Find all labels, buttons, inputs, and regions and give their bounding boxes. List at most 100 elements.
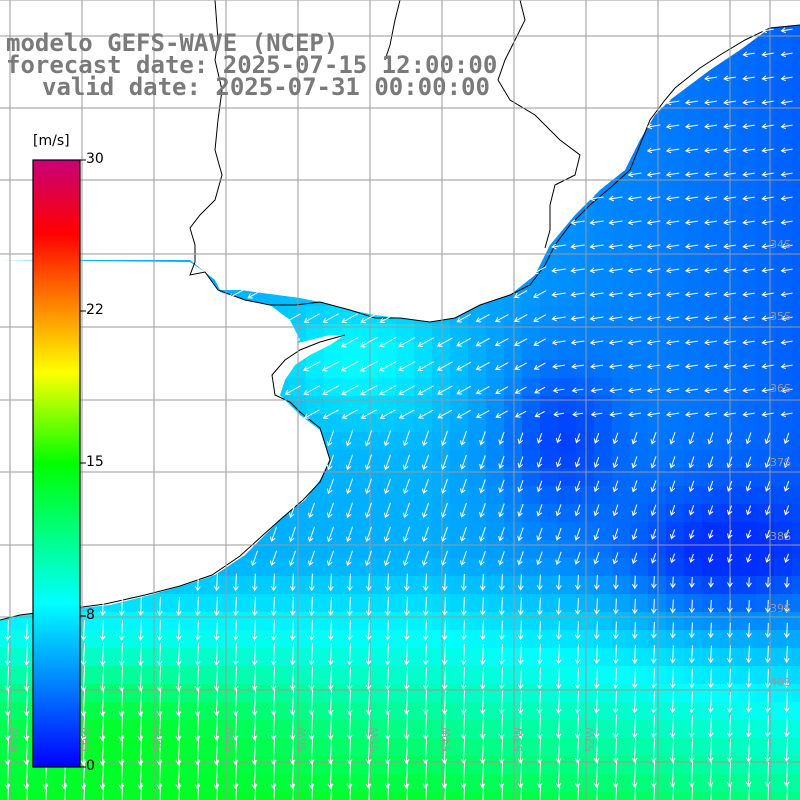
speed-cell bbox=[0, 702, 19, 721]
speed-cell bbox=[468, 378, 487, 397]
speed-cell bbox=[720, 198, 739, 217]
speed-cell bbox=[396, 504, 415, 523]
wind-arrow bbox=[440, 478, 448, 494]
speed-cell bbox=[594, 558, 613, 577]
wind-arrow bbox=[365, 713, 372, 740]
speed-cell bbox=[612, 612, 631, 631]
wind-arrow bbox=[726, 738, 733, 763]
wind-arrow bbox=[688, 645, 695, 664]
wind-arrow bbox=[665, 123, 680, 130]
wind-arrow bbox=[726, 480, 733, 492]
speed-cell bbox=[594, 252, 613, 271]
speed-cell bbox=[756, 342, 775, 361]
wind-arrow bbox=[745, 738, 752, 763]
speed-cell bbox=[486, 396, 505, 415]
wind-arrow bbox=[398, 361, 416, 372]
wind-arrow bbox=[536, 504, 543, 517]
speed-cell bbox=[702, 450, 721, 469]
speed-cell bbox=[594, 198, 613, 217]
speed-cell bbox=[342, 378, 361, 397]
speed-cell bbox=[558, 234, 577, 253]
wind-arrow bbox=[669, 599, 676, 614]
speed-cell bbox=[432, 648, 451, 667]
wind-arrow bbox=[570, 291, 585, 298]
wind-arrow bbox=[441, 713, 448, 740]
wind-arrow bbox=[346, 620, 353, 641]
speed-cell bbox=[504, 486, 523, 505]
speed-cell bbox=[180, 630, 199, 649]
speed-cell bbox=[792, 630, 800, 649]
wind-arrow bbox=[517, 690, 524, 715]
speed-cell bbox=[504, 756, 523, 775]
speed-cell bbox=[774, 792, 793, 800]
wind-arrow bbox=[384, 573, 391, 592]
speed-cell bbox=[324, 630, 343, 649]
wind-arrow bbox=[704, 195, 718, 202]
speed-cell bbox=[684, 360, 703, 379]
speed-cell bbox=[450, 378, 469, 397]
wind-arrow bbox=[498, 455, 505, 469]
speed-cell bbox=[450, 414, 469, 433]
speed-cell bbox=[756, 72, 775, 91]
speed-cell bbox=[414, 738, 433, 757]
wind-arrow bbox=[289, 666, 296, 691]
speed-cell bbox=[594, 468, 613, 487]
wind-arrow bbox=[653, 784, 656, 800]
wind-arrow bbox=[646, 147, 661, 154]
wind-arrow bbox=[665, 363, 680, 370]
speed-cell bbox=[504, 720, 523, 739]
wind-arrow bbox=[784, 576, 790, 589]
speed-cell bbox=[702, 414, 721, 433]
wind-arrow bbox=[4, 666, 11, 691]
wind-arrow bbox=[688, 432, 695, 445]
wind-arrow bbox=[398, 385, 416, 396]
speed-cell bbox=[684, 702, 703, 721]
speed-cell bbox=[108, 666, 127, 685]
speed-cell bbox=[396, 756, 415, 775]
speed-cell bbox=[684, 666, 703, 685]
wind-arrow bbox=[345, 502, 354, 519]
wind-arrow bbox=[612, 504, 619, 517]
wind-arrow bbox=[213, 620, 220, 641]
speed-cell bbox=[126, 756, 145, 775]
wind-arrow bbox=[612, 456, 619, 469]
wind-arrow bbox=[688, 715, 695, 738]
speed-cell bbox=[720, 630, 739, 649]
wind-arrow bbox=[726, 668, 733, 689]
speed-cell bbox=[522, 288, 541, 307]
speed-cell bbox=[792, 666, 800, 685]
wind-arrow bbox=[536, 527, 543, 542]
speed-cell bbox=[576, 396, 595, 415]
wind-arrow bbox=[665, 339, 680, 346]
speed-cell bbox=[0, 666, 19, 685]
wind-arrow bbox=[555, 551, 562, 566]
wind-arrow bbox=[631, 621, 638, 640]
speed-cell bbox=[558, 612, 577, 631]
speed-cell bbox=[396, 324, 415, 343]
wind-arrow bbox=[688, 668, 695, 689]
wind-arrow bbox=[764, 715, 771, 738]
land-mask bbox=[0, 0, 800, 620]
speed-cell bbox=[180, 756, 199, 775]
speed-cell bbox=[756, 270, 775, 289]
speed-cell bbox=[702, 288, 721, 307]
speed-cell bbox=[342, 324, 361, 343]
speed-cell bbox=[792, 702, 800, 721]
speed-cell bbox=[540, 756, 559, 775]
speed-cell bbox=[504, 576, 523, 595]
speed-cell bbox=[756, 576, 775, 595]
wind-arrow bbox=[723, 123, 736, 130]
speed-cell bbox=[576, 360, 595, 379]
speed-cell bbox=[468, 558, 487, 577]
speed-cell bbox=[18, 702, 37, 721]
speed-cell bbox=[666, 324, 685, 343]
speed-cell bbox=[576, 342, 595, 361]
wind-arrow bbox=[631, 480, 638, 493]
speed-cell bbox=[612, 756, 631, 775]
wind-arrow bbox=[536, 574, 543, 591]
speed-cell bbox=[144, 774, 163, 793]
speed-cell bbox=[684, 738, 703, 757]
speed-cell bbox=[774, 756, 793, 775]
wind-arrow bbox=[515, 410, 527, 418]
speed-cell bbox=[774, 360, 793, 379]
